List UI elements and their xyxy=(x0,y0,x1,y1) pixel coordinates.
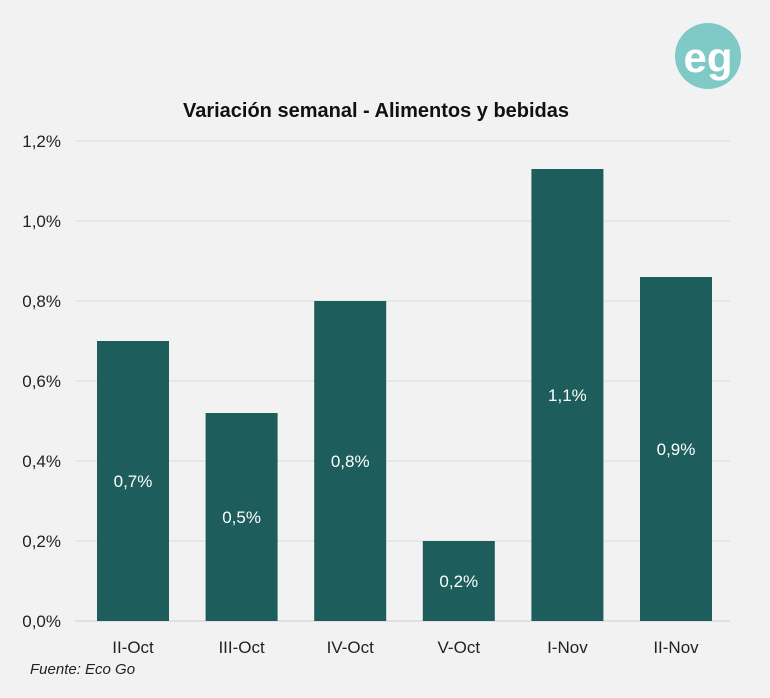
gridlines xyxy=(75,140,730,622)
y-tick-label: 0,4% xyxy=(22,452,61,471)
logo: eg xyxy=(675,23,741,89)
data-label: 1,1% xyxy=(548,386,587,405)
y-tick-label: 1,0% xyxy=(22,212,61,231)
x-tick-label: V-Oct xyxy=(438,638,481,657)
bar xyxy=(314,301,387,621)
x-tick-label: IV-Oct xyxy=(327,638,375,657)
y-axis-ticks: 0,0% 0,2% 0,4% 0,6% 0,8% 1,0% 1,2% xyxy=(22,132,61,631)
bar xyxy=(97,341,169,621)
data-label: 0,7% xyxy=(114,472,153,491)
data-label: 0,8% xyxy=(331,452,370,471)
bar xyxy=(640,277,712,621)
data-label: 0,5% xyxy=(222,508,261,527)
y-tick-label: 0,6% xyxy=(22,372,61,391)
bar xyxy=(422,541,495,621)
chart-title: Variación semanal - Alimentos y bebidas xyxy=(183,100,569,122)
y-tick-label: 1,2% xyxy=(22,132,61,151)
x-tick-label: III-Oct xyxy=(218,638,265,657)
x-tick-label: I-Nov xyxy=(547,638,588,657)
x-tick-label: II-Nov xyxy=(653,638,699,657)
bar xyxy=(205,413,278,621)
data-labels: 0,7% 0,5% 0,8% 0,2% 1,1% 0,9% xyxy=(114,386,696,591)
y-tick-label: 0,0% xyxy=(22,612,61,631)
bar xyxy=(531,169,604,621)
x-tick-label: II-Oct xyxy=(112,638,154,657)
logo-circle xyxy=(675,23,741,89)
data-label: 0,9% xyxy=(657,440,696,459)
y-tick-label: 0,8% xyxy=(22,292,61,311)
logo-text: eg xyxy=(683,34,732,81)
data-label: 0,2% xyxy=(439,572,478,591)
bars xyxy=(97,169,712,621)
x-axis-ticks: II-Oct III-Oct IV-Oct V-Oct I-Nov II-Nov xyxy=(112,638,699,657)
source-note: Fuente: Eco Go xyxy=(30,661,136,678)
y-tick-label: 0,2% xyxy=(22,532,61,551)
